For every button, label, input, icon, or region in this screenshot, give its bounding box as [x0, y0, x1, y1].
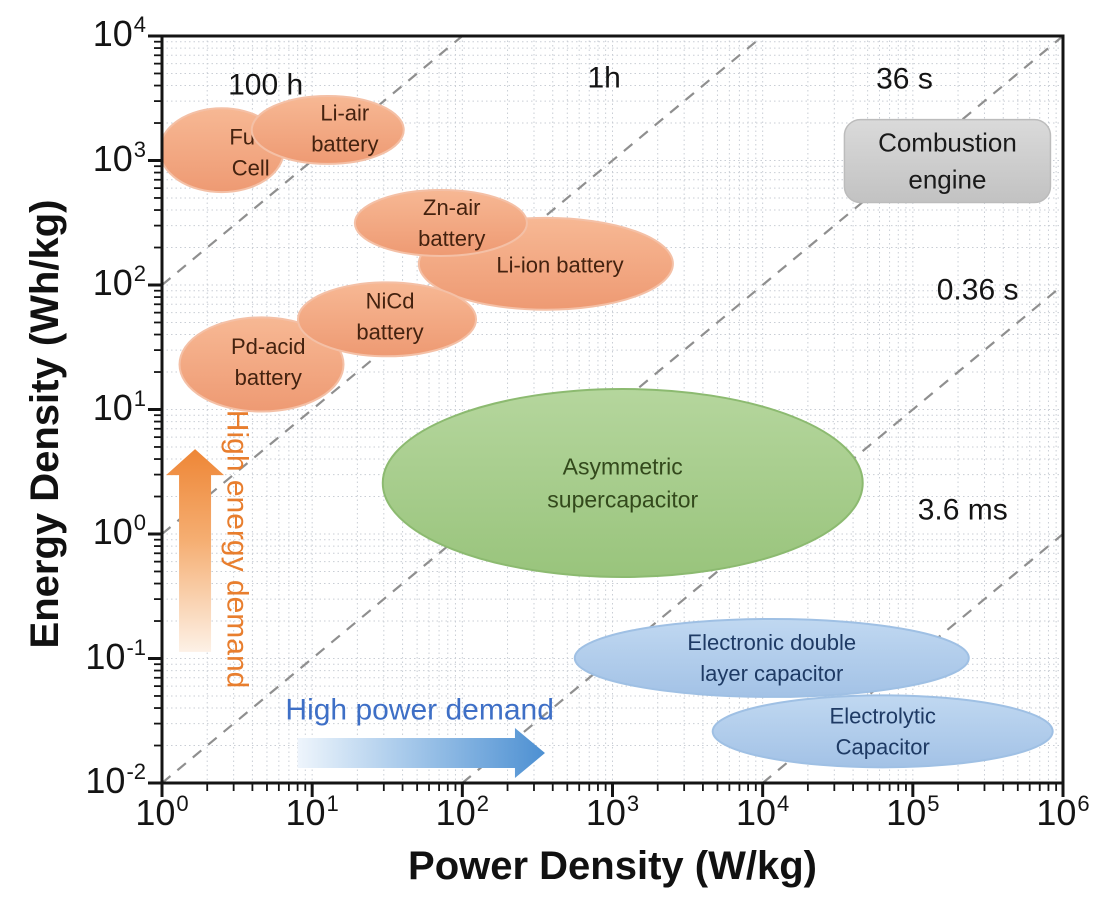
y-tick-label-10e1: 101: [92, 385, 146, 428]
time-line: [162, 36, 464, 286]
x-tick-label-10e0: 100: [135, 791, 189, 833]
y-tick-label-10e-2: 10-2: [85, 759, 146, 801]
region-electrolytic-capacitor: [711, 694, 1054, 769]
region-electronic-double-layer-capacitor: [573, 617, 970, 698]
x-tick-label-10e1: 101: [285, 791, 339, 833]
region-label-li-ion-battery: Li-ion battery: [496, 252, 623, 277]
x-axis-title: Power Density (W/kg): [408, 844, 817, 888]
region-combustion-engine: [843, 118, 1052, 204]
region-nicd-battery: [296, 281, 478, 358]
time-label: 36 s: [876, 63, 933, 96]
region-label-combustion-engine: Combustion engine: [878, 128, 1017, 195]
high-energy-arrow: [166, 449, 225, 652]
time-label: 0.36 s: [937, 274, 1019, 307]
region-label-nicd-battery: NiCd battery: [356, 288, 423, 344]
x-tick-label-10e3: 103: [585, 791, 640, 833]
region-label-zn-air-battery: Zn-air battery: [418, 195, 485, 251]
region-asymmetric-supercapacitor: [381, 387, 864, 578]
region-zn-air-battery: [353, 188, 528, 257]
x-tick-label-10e6: 106: [1036, 791, 1090, 833]
region-pd-acid-battery: [178, 316, 345, 413]
region-li-air-battery: [250, 94, 405, 165]
region-label-electrolytic-capacitor: Electrolytic Capacitor: [830, 703, 936, 759]
y-tick-label-10e2: 102: [92, 261, 146, 303]
y-tick-label-10e0: 100: [92, 510, 146, 552]
time-label: 100 h: [228, 68, 303, 101]
y-tick-label-10e4: 104: [92, 12, 146, 54]
x-tick-label-10e4: 104: [736, 791, 790, 833]
time-label: 3.6 ms: [918, 493, 1008, 526]
region-label-electronic-double-layer-capacitor: Electronic double layer capacitor: [687, 630, 856, 686]
x-tick-label-10e5: 105: [886, 791, 940, 833]
y-tick-label-10e3: 103: [92, 136, 146, 179]
region-label-pd-acid-battery: Pd-acid battery: [231, 334, 306, 390]
axis-ticks: [148, 34, 1065, 797]
y-tick-label-10e-1: 10-1: [85, 634, 146, 677]
high-energy-demand-label: High energy demand: [221, 410, 254, 689]
x-tick-label-10e2: 102: [435, 791, 489, 833]
region-label-li-air-battery: Li-air battery: [311, 101, 378, 157]
region-label-asymmetric-supercapacitor: Asymmetric supercapacitor: [547, 453, 698, 512]
high-power-arrow: [297, 728, 545, 779]
time-label: 1h: [587, 61, 620, 94]
high-power-demand-label: High power demand: [285, 694, 554, 727]
